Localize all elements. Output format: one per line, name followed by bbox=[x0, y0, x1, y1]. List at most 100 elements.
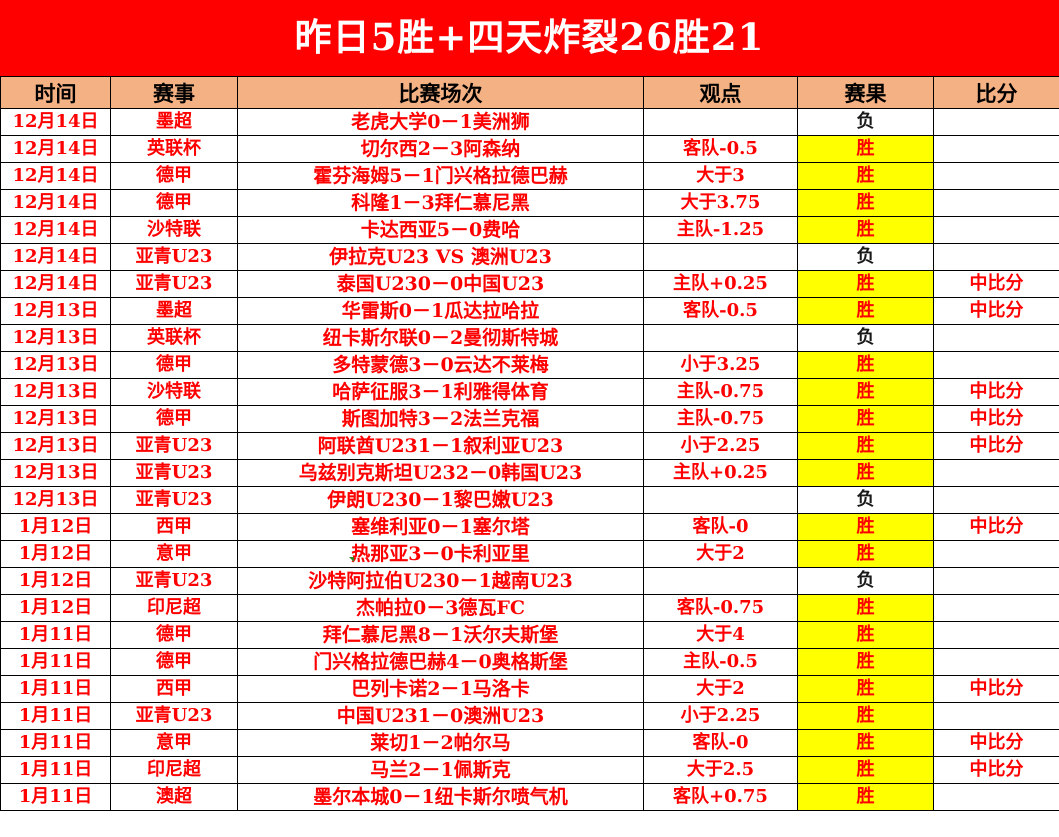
cell-score: 中比分 bbox=[933, 729, 1059, 757]
cell-match: 墨尔本城0－1纽卡斯尔喷气机 bbox=[237, 783, 644, 811]
cell-score: 中比分 bbox=[933, 756, 1059, 784]
table-row[interactable]: 1月12日 印尼超 杰帕拉0－3德瓦FC 客队-0.75 胜 bbox=[0, 594, 1059, 622]
result-badge: 胜 bbox=[797, 432, 934, 460]
cell-match: 门兴格拉德巴赫4－0奥格斯堡 bbox=[237, 648, 644, 676]
cell-view: 主队-1.25 bbox=[643, 216, 798, 244]
table-row[interactable]: 12月14日 德甲 科隆1－3拜仁慕尼黑 大于3.75 胜 bbox=[0, 189, 1059, 217]
result-badge: 胜 bbox=[797, 270, 934, 298]
cell-league: 印尼超 bbox=[110, 756, 238, 784]
result-badge: 胜 bbox=[797, 297, 934, 325]
cell-match: 纽卡斯尔联0－2曼彻斯特城 bbox=[237, 324, 644, 352]
cell-view: 主队-0.75 bbox=[643, 405, 798, 433]
cell-match: 热那亚3－0卡利亚里 bbox=[237, 540, 644, 568]
cell-view bbox=[643, 243, 798, 271]
table-row[interactable]: 1月11日 西甲 巴列卡诺2－1马洛卡 大于2 胜中比分 bbox=[0, 675, 1059, 703]
result-badge: 胜 bbox=[797, 783, 934, 811]
cell-time: 1月11日 bbox=[0, 729, 111, 757]
cell-view bbox=[643, 108, 798, 136]
cell-match: 乌兹别克斯坦U232－0韩国U23 bbox=[237, 459, 644, 487]
cell-time: 1月12日 bbox=[0, 513, 111, 541]
result-badge: 负 bbox=[797, 567, 934, 595]
cell-match: 泰国U230－0中国U23 bbox=[237, 270, 644, 298]
column-header-score[interactable]: 比分 bbox=[933, 76, 1059, 109]
result-badge: 胜 bbox=[797, 756, 934, 784]
result-badge: 胜 bbox=[797, 621, 934, 649]
cell-match: 莱切1－2帕尔马 bbox=[237, 729, 644, 757]
table-row[interactable]: 1月11日 德甲 门兴格拉德巴赫4－0奥格斯堡 主队-0.5 胜 bbox=[0, 648, 1059, 676]
tips-table: 时间 赛事 比赛场次 观点 赛果 比分 12月14日 墨超 老虎大学0－1美洲狮负 1… bbox=[0, 76, 1059, 811]
table-row[interactable]: 12月14日 墨超 老虎大学0－1美洲狮 负 bbox=[0, 108, 1059, 136]
cell-score bbox=[933, 162, 1059, 190]
cell-score bbox=[933, 108, 1059, 136]
result-badge: 胜 bbox=[797, 378, 934, 406]
cell-time: 1月11日 bbox=[0, 783, 111, 811]
cell-score bbox=[933, 459, 1059, 487]
cell-view: 小于2.25 bbox=[643, 702, 798, 730]
cell-match: 拜仁慕尼黑8－1沃尔夫斯堡 bbox=[237, 621, 644, 649]
cell-league: 澳超 bbox=[110, 783, 238, 811]
table-row[interactable]: 1月12日 西甲 塞维利亚0－1塞尔塔 客队-0 胜中比分 bbox=[0, 513, 1059, 541]
cell-score: 中比分 bbox=[933, 405, 1059, 433]
cell-league: 德甲 bbox=[110, 621, 238, 649]
cell-score bbox=[933, 324, 1059, 352]
table-row[interactable]: 12月14日 德甲 霍芬海姆5－1门兴格拉德巴赫 大于3 胜 bbox=[0, 162, 1059, 190]
cell-league: 亚青U23 bbox=[110, 567, 238, 595]
cell-match: 阿联酋U231－1叙利亚U23 bbox=[237, 432, 644, 460]
table-row[interactable]: 12月13日 德甲 多特蒙德3－0云达不莱梅 小于3.25 胜 bbox=[0, 351, 1059, 379]
table-row[interactable]: 12月13日 德甲 斯图加特3－2法兰克福 主队-0.75 胜中比分 bbox=[0, 405, 1059, 433]
cell-score bbox=[933, 243, 1059, 271]
cell-view: 大于3 bbox=[643, 162, 798, 190]
table-row[interactable]: 12月13日 英联杯 纽卡斯尔联0－2曼彻斯特城 负 bbox=[0, 324, 1059, 352]
table-row[interactable]: 12月13日 亚青U23 乌兹别克斯坦U232－0韩国U23 主队+0.25 胜 bbox=[0, 459, 1059, 487]
cell-score bbox=[933, 702, 1059, 730]
column-header-match[interactable]: 比赛场次 bbox=[237, 76, 644, 109]
column-header-league[interactable]: 赛事 bbox=[110, 76, 238, 109]
table-row[interactable]: 1月11日 印尼超 马兰2－1佩斯克 大于2.5 胜中比分 bbox=[0, 756, 1059, 784]
table-row[interactable]: 12月14日 亚青U23 伊拉克U23 VS 澳洲U23 负 bbox=[0, 243, 1059, 271]
table-row[interactable]: 1月11日 德甲 拜仁慕尼黑8－1沃尔夫斯堡 大于4 胜 bbox=[0, 621, 1059, 649]
cell-score: 中比分 bbox=[933, 432, 1059, 460]
column-header-result[interactable]: 赛果 bbox=[797, 76, 934, 109]
cell-match: 杰帕拉0－3德瓦FC bbox=[237, 594, 644, 622]
table-row[interactable]: 12月13日 沙特联 哈萨征服3－1利雅得体育 主队-0.75 胜中比分 bbox=[0, 378, 1059, 406]
cell-score bbox=[933, 189, 1059, 217]
cell-league: 亚青U23 bbox=[110, 486, 238, 514]
table-row[interactable]: 1月11日 意甲 莱切1－2帕尔马 客队-0 胜中比分 bbox=[0, 729, 1059, 757]
cell-score: 中比分 bbox=[933, 513, 1059, 541]
table-row[interactable]: 1月11日 澳超 墨尔本城0－1纽卡斯尔喷气机 客队+0.75 胜 bbox=[0, 783, 1059, 811]
cell-view: 大于2 bbox=[643, 675, 798, 703]
column-header-view[interactable]: 观点 bbox=[643, 76, 798, 109]
cell-score: 中比分 bbox=[933, 270, 1059, 298]
page-title: 昨日5胜+四天炸裂26胜21 bbox=[294, 14, 765, 59]
table-row[interactable]: 12月14日 亚青U23 泰国U230－0中国U23 主队+0.25 胜中比分 bbox=[0, 270, 1059, 298]
cell-league: 德甲 bbox=[110, 648, 238, 676]
cell-league: 意甲 bbox=[110, 729, 238, 757]
header-row: 时间 赛事 比赛场次 观点 赛果 比分 bbox=[0, 76, 1059, 109]
cell-league: 沙特联 bbox=[110, 216, 238, 244]
column-header-time[interactable]: 时间 bbox=[0, 76, 111, 109]
table-row[interactable]: 1月12日 意甲 热那亚3－0卡利亚里 大于2 胜 bbox=[0, 540, 1059, 568]
title-banner: 昨日5胜+四天炸裂26胜21 bbox=[0, 0, 1059, 76]
table-row[interactable]: 12月14日 沙特联 卡达西亚5－0费哈 主队-1.25 胜 bbox=[0, 216, 1059, 244]
result-badge: 胜 bbox=[797, 216, 934, 244]
cell-match: 卡达西亚5－0费哈 bbox=[237, 216, 644, 244]
cell-league: 亚青U23 bbox=[110, 432, 238, 460]
cell-time: 12月13日 bbox=[0, 486, 111, 514]
table-row[interactable]: 12月13日 亚青U23 伊朗U230－1黎巴嫩U23 负 bbox=[0, 486, 1059, 514]
result-badge: 胜 bbox=[797, 135, 934, 163]
cell-match: 霍芬海姆5－1门兴格拉德巴赫 bbox=[237, 162, 644, 190]
cell-score bbox=[933, 567, 1059, 595]
cell-time: 12月14日 bbox=[0, 216, 111, 244]
table-row[interactable]: 12月14日 英联杯 切尔西2－3阿森纳 客队-0.5 胜 bbox=[0, 135, 1059, 163]
cell-league: 英联杯 bbox=[110, 135, 238, 163]
cell-score bbox=[933, 135, 1059, 163]
cell-match: 巴列卡诺2－1马洛卡 bbox=[237, 675, 644, 703]
cell-match: 哈萨征服3－1利雅得体育 bbox=[237, 378, 644, 406]
table-row[interactable]: 1月11日 亚青U23 中国U231－0澳洲U23 小于2.25 胜 bbox=[0, 702, 1059, 730]
cell-time: 1月12日 bbox=[0, 540, 111, 568]
table-row[interactable]: 12月13日 亚青U23 阿联酋U231－1叙利亚U23 小于2.25 胜中比分 bbox=[0, 432, 1059, 460]
cell-view: 小于3.25 bbox=[643, 351, 798, 379]
table-row[interactable]: 12月13日 墨超 华雷斯0－1瓜达拉哈拉 客队-0.5 胜中比分 bbox=[0, 297, 1059, 325]
table-row[interactable]: 1月12日 亚青U23 沙特阿拉伯U230－1越南U23 负 bbox=[0, 567, 1059, 595]
